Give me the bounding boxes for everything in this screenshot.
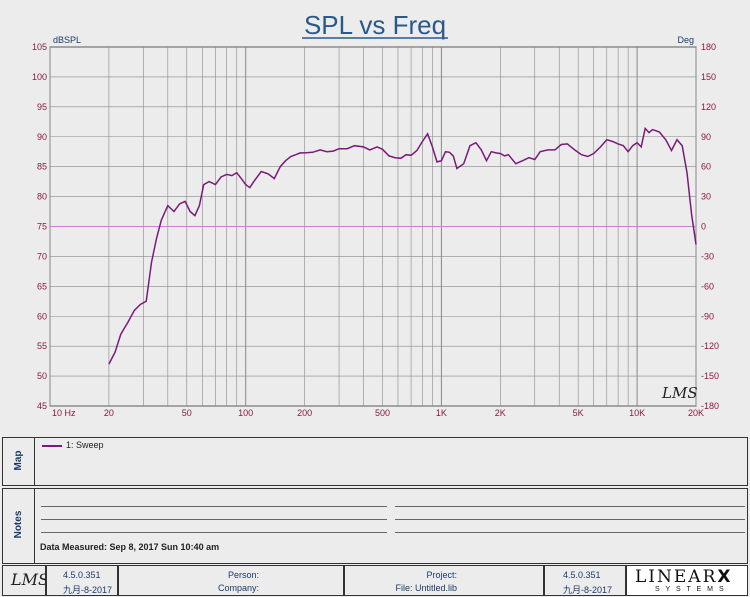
footer-person-cell: Person: Company: bbox=[118, 565, 344, 596]
y-tick-label-right: 30 bbox=[701, 192, 711, 202]
date-right: 九月-8-2017 bbox=[563, 585, 613, 595]
brand-logo: LINEARX bbox=[635, 567, 732, 587]
person-label: Person: bbox=[227, 570, 259, 580]
x-tick-label: 200 bbox=[297, 408, 312, 418]
note-line bbox=[395, 519, 745, 520]
y-tick-label-left: 105 bbox=[32, 42, 47, 52]
x-axis: 10 Hz 20 50 100 200 500 1K 2K 5K 10K 20K bbox=[52, 408, 704, 418]
note-line bbox=[395, 506, 745, 507]
x-tick-label: 500 bbox=[375, 408, 390, 418]
brand-logo-x: X bbox=[717, 567, 733, 587]
y-tick-label-right: 120 bbox=[701, 102, 716, 112]
footer-project-cell: Project: File: Untitled.lib bbox=[344, 565, 544, 596]
chart-title: SPL vs Freq bbox=[304, 10, 446, 40]
x-tick-label: 20 bbox=[104, 408, 114, 418]
y-tick-label-left: 65 bbox=[37, 281, 47, 291]
y-tick-label-right: -120 bbox=[701, 341, 719, 351]
x-tick-label: 10 Hz bbox=[52, 408, 76, 418]
file-label: File: Untitled.lib bbox=[395, 583, 457, 593]
version-left: 4.5.0.351 bbox=[63, 570, 101, 580]
x-tick-label: 10K bbox=[629, 408, 645, 418]
y-tick-label-left: 50 bbox=[37, 371, 47, 381]
y-tick-label-left: 90 bbox=[37, 132, 47, 142]
y-tick-label-left: 80 bbox=[37, 192, 47, 202]
y-tick-label-left: 60 bbox=[37, 311, 47, 321]
chart-watermark-logo: LMS bbox=[661, 384, 698, 402]
y-tick-label-right: -90 bbox=[701, 311, 714, 321]
y-tick-label-left: 70 bbox=[37, 251, 47, 261]
y-tick-label-left: 95 bbox=[37, 102, 47, 112]
y-tick-label-left: 100 bbox=[32, 72, 47, 82]
date-left: 九月-8-2017 bbox=[63, 585, 113, 595]
version-right: 4.5.0.351 bbox=[563, 570, 601, 580]
map-panel: Map 1: Sweep bbox=[2, 437, 748, 486]
map-label: Map bbox=[13, 450, 24, 471]
note-line bbox=[41, 506, 387, 507]
legend-entry: 1: Sweep bbox=[66, 440, 104, 450]
footer-logo-cell: LMS bbox=[2, 565, 49, 596]
notes-measured-text: Data Measured: Sep 8, 2017 Sun 10:40 am bbox=[40, 542, 220, 552]
y-axis-left-label: dBSPL bbox=[53, 35, 81, 45]
y-tick-label-right: -30 bbox=[701, 251, 714, 261]
notes-panel: Notes Data Measured: Sep 8, 2017 Sun 10:… bbox=[2, 488, 748, 564]
map-tab: Map bbox=[3, 438, 35, 485]
x-tick-label: 5K bbox=[573, 408, 584, 418]
footer-brand-cell: LINEARX S Y S T E M S bbox=[626, 565, 748, 596]
y-tick-label-right: -150 bbox=[701, 371, 719, 381]
y-tick-label-right: -180 bbox=[701, 401, 719, 411]
y-axis-left: 105 100 95 90 85 80 75 70 65 60 55 50 45 bbox=[32, 42, 47, 411]
y-tick-label-right: 60 bbox=[701, 162, 711, 172]
x-tick-label: 50 bbox=[182, 408, 192, 418]
brand-logo-subtitle: S Y S T E M S bbox=[655, 586, 726, 593]
project-label: Project: bbox=[426, 570, 457, 580]
y-tick-label-right: 150 bbox=[701, 72, 716, 82]
note-line bbox=[41, 519, 387, 520]
y-axis-right-label: Deg bbox=[677, 35, 694, 45]
brand-logo-word: LINEAR bbox=[635, 567, 718, 587]
y-tick-label-right: 180 bbox=[701, 42, 716, 52]
x-tick-label: 1K bbox=[436, 408, 447, 418]
note-line bbox=[395, 532, 745, 533]
y-tick-label-left: 75 bbox=[37, 222, 47, 232]
spl-chart: 105 100 95 90 85 80 75 70 65 60 55 50 45 180 150 120 90… bbox=[32, 10, 719, 418]
y-tick-label-right: 0 bbox=[701, 222, 706, 232]
notes-tab: Notes bbox=[3, 489, 35, 563]
y-tick-label-right: -60 bbox=[701, 281, 714, 291]
note-line bbox=[41, 532, 387, 533]
legend-swatch bbox=[42, 445, 62, 447]
y-axis-right: 180 150 120 90 60 30 0 -30 -60 -90 -120 -150 -180 bbox=[701, 42, 719, 411]
notes-label: Notes bbox=[13, 510, 24, 539]
x-tick-label: 100 bbox=[238, 408, 253, 418]
y-tick-label-left: 85 bbox=[37, 162, 47, 172]
footer-lms-logo: LMS bbox=[11, 570, 49, 589]
y-tick-label-left: 45 bbox=[37, 401, 47, 411]
y-tick-label-left: 55 bbox=[37, 341, 47, 351]
company-label: Company: bbox=[217, 583, 259, 593]
y-tick-label-right: 90 bbox=[701, 132, 711, 142]
footer-version-right: 4.5.0.351 九月-8-2017 bbox=[544, 565, 626, 596]
footer-version-left: 4.5.0.351 九月-8-2017 bbox=[46, 565, 118, 596]
x-tick-label: 20K bbox=[688, 408, 704, 418]
series-line-sweep bbox=[108, 126, 697, 365]
x-tick-label: 2K bbox=[495, 408, 506, 418]
